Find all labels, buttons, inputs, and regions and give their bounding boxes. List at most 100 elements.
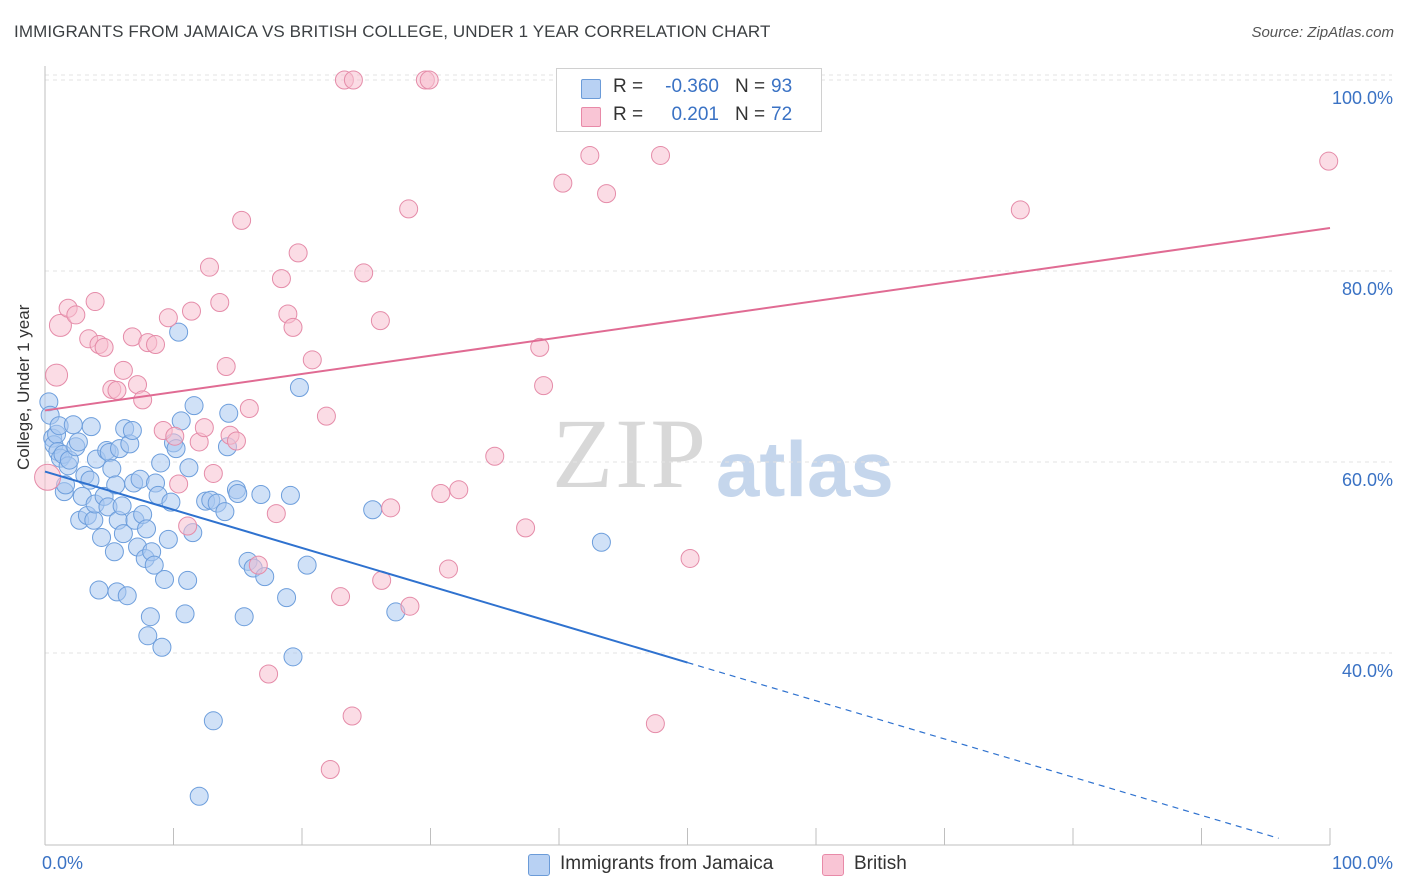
r-label: R = (613, 104, 644, 125)
british-point (271, 269, 291, 289)
british-point (1010, 200, 1030, 220)
y-tick-label: 40.0% (1342, 661, 1393, 681)
british-point (259, 664, 279, 684)
british-point (651, 145, 671, 165)
jamaica-point (140, 607, 160, 627)
source-credit: Source: ZipAtlas.com (1251, 24, 1394, 41)
chart-title: IMMIGRANTS FROM JAMAICA VS BRITISH COLLE… (14, 22, 771, 41)
british-point (438, 559, 458, 579)
r-label: R = (613, 76, 644, 97)
british-point (485, 446, 505, 466)
british-point (266, 504, 286, 524)
jamaica-point (203, 711, 223, 731)
jamaica-point (363, 500, 383, 520)
r-value: 0.201 (671, 104, 719, 125)
jamaica-point (158, 529, 178, 549)
jamaica-point (152, 637, 172, 657)
british-point (113, 360, 133, 380)
british-point (331, 587, 351, 607)
jamaica-swatch (581, 79, 601, 99)
british-point (66, 305, 86, 325)
jamaica-point (102, 459, 122, 479)
british-point (94, 337, 114, 357)
jamaica-point (63, 415, 83, 435)
british-point (165, 426, 185, 446)
british-point (342, 706, 362, 726)
jamaica-point (117, 586, 137, 606)
jamaica-point (283, 647, 303, 667)
british-point (370, 311, 390, 331)
british-point (1319, 151, 1339, 171)
tick-labels: 40.0% 60.0% 80.0% 100.0% 0.0% 100.0% (42, 88, 1393, 873)
british-point (216, 357, 236, 376)
jamaica-point (184, 396, 204, 416)
legend-swatch-jamaica (528, 854, 550, 876)
jamaica-point (178, 570, 198, 590)
british-point (400, 596, 420, 616)
british-point (283, 317, 303, 337)
british-point (194, 418, 214, 438)
r-value: -0.360 (665, 76, 719, 97)
jamaica-point (280, 485, 300, 505)
british-point (248, 555, 268, 575)
jamaica-point (234, 607, 254, 627)
n-label: N = (735, 76, 766, 97)
jamaica-point (155, 569, 175, 589)
jamaica-point (169, 322, 189, 342)
british-point (169, 474, 189, 494)
british-point (210, 293, 230, 313)
british-point (181, 301, 201, 321)
jamaica-point (228, 484, 248, 504)
legend-swatch-british (822, 854, 844, 876)
british-swatch (581, 107, 601, 127)
jamaica-point (122, 420, 142, 440)
series-jamaica-points (39, 322, 611, 806)
y-tick-label: 60.0% (1342, 470, 1393, 490)
jamaica-trend-extension (687, 661, 1279, 839)
british-point (232, 210, 252, 230)
jamaica-point (297, 555, 317, 575)
jamaica-point (113, 524, 133, 544)
british-point (133, 390, 153, 410)
x-tick-label: 100.0% (1332, 853, 1393, 873)
y-tick-label: 80.0% (1342, 279, 1393, 299)
british-point (146, 335, 166, 355)
british-point (553, 173, 573, 193)
y-tick-label: 100.0% (1332, 88, 1393, 108)
jamaica-point (277, 588, 297, 608)
jamaica-point (151, 453, 171, 473)
british-point (516, 518, 536, 538)
jamaica-point (68, 432, 88, 452)
british-point (381, 498, 401, 518)
jamaica-point (144, 555, 164, 575)
british-point (343, 70, 363, 90)
jamaica-trend-line (44, 470, 688, 664)
british-point (302, 350, 322, 370)
british-trend-line (44, 227, 1331, 412)
british-point (320, 760, 340, 780)
legend-label-jamaica: Immigrants from Jamaica (560, 853, 774, 874)
british-point (203, 463, 223, 483)
series-british-points (34, 70, 1339, 780)
british-point (580, 145, 600, 165)
british-point (354, 263, 374, 283)
british-point (107, 380, 127, 400)
n-label: N = (735, 104, 766, 125)
british-point (199, 257, 219, 277)
british-point (399, 199, 419, 219)
british-point (48, 313, 72, 337)
jamaica-point (81, 417, 101, 437)
n-value: 93 (771, 76, 793, 97)
jamaica-point (80, 470, 100, 490)
x-tick-label: 0.0% (42, 853, 83, 873)
british-point (680, 548, 700, 568)
british-point (34, 463, 62, 491)
british-point (597, 184, 617, 204)
jamaica-point (189, 786, 209, 806)
jamaica-point (89, 580, 109, 600)
british-point (431, 484, 451, 504)
stats-row-jamaica: R = -0.360 N = 93 (557, 73, 821, 101)
british-point (645, 714, 665, 734)
jamaica-point (215, 502, 235, 522)
